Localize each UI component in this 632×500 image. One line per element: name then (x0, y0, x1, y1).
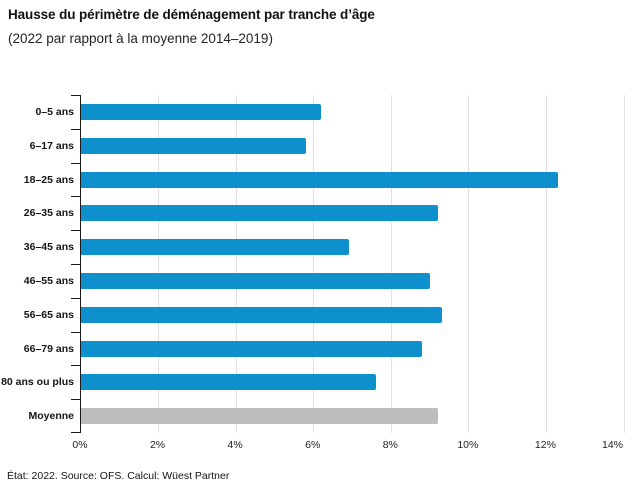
y-axis-tick (71, 264, 81, 265)
y-axis-tick (71, 365, 81, 366)
x-tick-label: 8% (382, 439, 398, 451)
x-tick-label: 10% (457, 439, 479, 451)
gridline-6pct (313, 95, 315, 433)
chart-title: Hausse du périmètre de déménagement par … (8, 7, 375, 22)
bar-80-ans-ou-plus (81, 374, 376, 391)
gridline-2pct (158, 95, 160, 433)
category-label: 46–55 ans (23, 274, 74, 287)
y-axis-tick (71, 95, 81, 96)
y-axis-tick (71, 332, 81, 333)
x-tick-label: 2% (149, 439, 166, 451)
gridline-14pct (623, 95, 625, 433)
source-note: État: 2022. Source: OFS. Calcul: Wüest P… (7, 470, 230, 482)
gridline-10pct (468, 95, 470, 433)
category-label: 80 ans ou plus (1, 376, 74, 389)
bar-36–45-ans (81, 239, 349, 256)
plot-area (71, 95, 625, 433)
category-label: 56–65 ans (23, 308, 74, 321)
bar-56–65-ans (81, 306, 442, 323)
category-label: 66–79 ans (23, 342, 74, 355)
y-axis-tick (71, 399, 81, 400)
category-label: 6–17 ans (29, 139, 74, 152)
x-tick-label: 4% (227, 439, 243, 451)
bar-6–17-ans (81, 137, 306, 154)
bar-46–55-ans (81, 272, 431, 289)
y-axis-tick (71, 230, 81, 231)
category-label: 18–25 ans (23, 173, 74, 186)
x-axis-tick-labels: 0% 2% 4% 6% 8% 10% 12% 14% (0, 439, 632, 453)
x-tick-label: 0% (72, 439, 88, 451)
x-tick-label: 6% (305, 439, 321, 451)
x-tick-label: 14% (601, 439, 623, 451)
category-label: Moyenne (28, 410, 74, 423)
chart-subtitle: (2022 par rapport à la moyenne 2014–2019… (8, 31, 273, 46)
category-axis-labels: 0–5 ans 6–17 ans 18–25 ans 26–35 ans 36–45 a… (0, 95, 74, 433)
gridline-4pct (235, 95, 237, 433)
category-label: 36–45 ans (23, 241, 74, 254)
bar-26–35-ans (81, 205, 438, 222)
bar-Moyenne (81, 408, 438, 425)
gridline-8pct (390, 95, 392, 433)
y-axis-tick (71, 298, 81, 299)
bar-0–5-ans (81, 103, 322, 120)
x-tick-label: 12% (534, 439, 556, 451)
y-axis-tick (71, 129, 81, 130)
bar-66–79-ans (81, 340, 423, 357)
category-label: 26–35 ans (23, 207, 74, 220)
bar-18–25-ans (81, 171, 559, 188)
y-axis-tick (71, 432, 81, 433)
y-axis-tick (71, 163, 81, 164)
category-label: 0–5 ans (35, 105, 74, 118)
y-axis-tick (71, 196, 81, 197)
gridline-12pct (545, 95, 547, 433)
